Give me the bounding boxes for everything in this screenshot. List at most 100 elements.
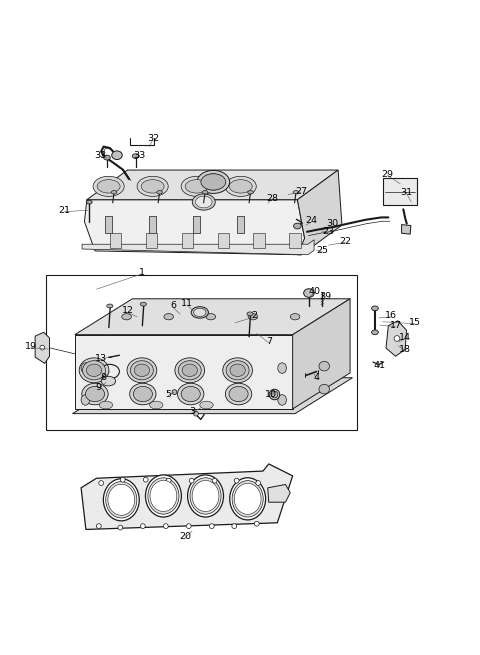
Polygon shape bbox=[298, 170, 342, 255]
Ellipse shape bbox=[192, 480, 219, 512]
Ellipse shape bbox=[293, 191, 299, 194]
Polygon shape bbox=[268, 485, 290, 502]
Text: 21: 21 bbox=[59, 206, 71, 215]
Bar bbox=[253, 233, 265, 248]
Bar bbox=[146, 233, 157, 248]
Ellipse shape bbox=[107, 304, 113, 308]
Text: 22: 22 bbox=[339, 237, 351, 246]
Text: 15: 15 bbox=[408, 318, 420, 328]
Ellipse shape bbox=[122, 314, 132, 320]
Ellipse shape bbox=[178, 383, 204, 405]
Ellipse shape bbox=[394, 335, 400, 341]
Ellipse shape bbox=[133, 386, 153, 402]
Ellipse shape bbox=[225, 176, 256, 196]
Ellipse shape bbox=[157, 191, 162, 194]
Ellipse shape bbox=[99, 481, 104, 485]
Text: 25: 25 bbox=[316, 246, 328, 255]
Polygon shape bbox=[35, 332, 49, 364]
Ellipse shape bbox=[248, 191, 253, 194]
Ellipse shape bbox=[202, 191, 208, 194]
Ellipse shape bbox=[148, 477, 179, 514]
Text: 40: 40 bbox=[308, 287, 320, 296]
Ellipse shape bbox=[232, 481, 263, 517]
Ellipse shape bbox=[181, 176, 212, 196]
Polygon shape bbox=[84, 200, 305, 255]
Ellipse shape bbox=[209, 524, 214, 529]
Bar bbox=[149, 216, 156, 233]
Ellipse shape bbox=[141, 524, 145, 529]
Ellipse shape bbox=[131, 361, 154, 380]
Ellipse shape bbox=[226, 361, 249, 380]
Polygon shape bbox=[72, 378, 352, 414]
Ellipse shape bbox=[229, 179, 252, 193]
Ellipse shape bbox=[319, 384, 329, 394]
Ellipse shape bbox=[101, 377, 116, 386]
Ellipse shape bbox=[181, 386, 200, 402]
Text: 41: 41 bbox=[374, 362, 386, 370]
Polygon shape bbox=[81, 464, 293, 529]
Ellipse shape bbox=[111, 191, 117, 194]
Ellipse shape bbox=[182, 364, 197, 377]
Ellipse shape bbox=[99, 402, 113, 409]
Ellipse shape bbox=[150, 480, 177, 512]
Ellipse shape bbox=[166, 478, 171, 483]
Ellipse shape bbox=[127, 358, 157, 383]
Ellipse shape bbox=[132, 154, 139, 159]
Ellipse shape bbox=[197, 170, 229, 193]
Bar bbox=[237, 216, 244, 233]
Polygon shape bbox=[402, 225, 411, 234]
Ellipse shape bbox=[304, 289, 314, 297]
Bar bbox=[192, 216, 200, 233]
Text: 2: 2 bbox=[252, 311, 257, 320]
Ellipse shape bbox=[97, 179, 120, 193]
Text: 11: 11 bbox=[181, 299, 193, 308]
Text: 30: 30 bbox=[326, 219, 338, 228]
Ellipse shape bbox=[83, 361, 106, 380]
Ellipse shape bbox=[140, 302, 146, 306]
Ellipse shape bbox=[118, 525, 123, 530]
Ellipse shape bbox=[86, 200, 92, 204]
Ellipse shape bbox=[104, 155, 110, 160]
Text: 18: 18 bbox=[399, 345, 411, 354]
Ellipse shape bbox=[112, 151, 122, 160]
Ellipse shape bbox=[195, 196, 212, 208]
Ellipse shape bbox=[278, 395, 287, 405]
Text: 32: 32 bbox=[147, 134, 159, 143]
Text: 13: 13 bbox=[95, 354, 107, 363]
Text: 4: 4 bbox=[313, 373, 320, 383]
Text: 20: 20 bbox=[179, 532, 191, 541]
Ellipse shape bbox=[290, 314, 300, 320]
Text: 6: 6 bbox=[170, 301, 176, 310]
Ellipse shape bbox=[190, 477, 221, 514]
Ellipse shape bbox=[120, 477, 125, 482]
Ellipse shape bbox=[232, 524, 237, 529]
Text: 3: 3 bbox=[189, 407, 195, 416]
Ellipse shape bbox=[137, 176, 168, 196]
Polygon shape bbox=[386, 321, 407, 356]
Ellipse shape bbox=[229, 386, 248, 402]
Ellipse shape bbox=[85, 386, 105, 402]
Ellipse shape bbox=[81, 363, 90, 373]
Text: 23: 23 bbox=[323, 227, 335, 236]
Ellipse shape bbox=[206, 314, 216, 320]
Text: 31: 31 bbox=[400, 187, 413, 196]
Text: 16: 16 bbox=[385, 311, 397, 320]
Ellipse shape bbox=[200, 402, 213, 409]
Ellipse shape bbox=[150, 402, 163, 409]
Ellipse shape bbox=[189, 478, 194, 483]
Bar bbox=[181, 233, 193, 248]
Ellipse shape bbox=[223, 358, 252, 383]
Ellipse shape bbox=[164, 314, 173, 320]
Text: 10: 10 bbox=[265, 390, 277, 399]
Ellipse shape bbox=[319, 362, 329, 371]
Text: 39: 39 bbox=[319, 292, 331, 301]
Ellipse shape bbox=[193, 309, 206, 316]
Bar bbox=[105, 216, 112, 233]
Ellipse shape bbox=[226, 383, 252, 405]
Ellipse shape bbox=[192, 194, 215, 210]
Text: 12: 12 bbox=[121, 307, 133, 315]
Ellipse shape bbox=[256, 481, 261, 485]
Ellipse shape bbox=[106, 481, 137, 518]
Ellipse shape bbox=[144, 477, 148, 482]
Text: 27: 27 bbox=[295, 187, 307, 196]
